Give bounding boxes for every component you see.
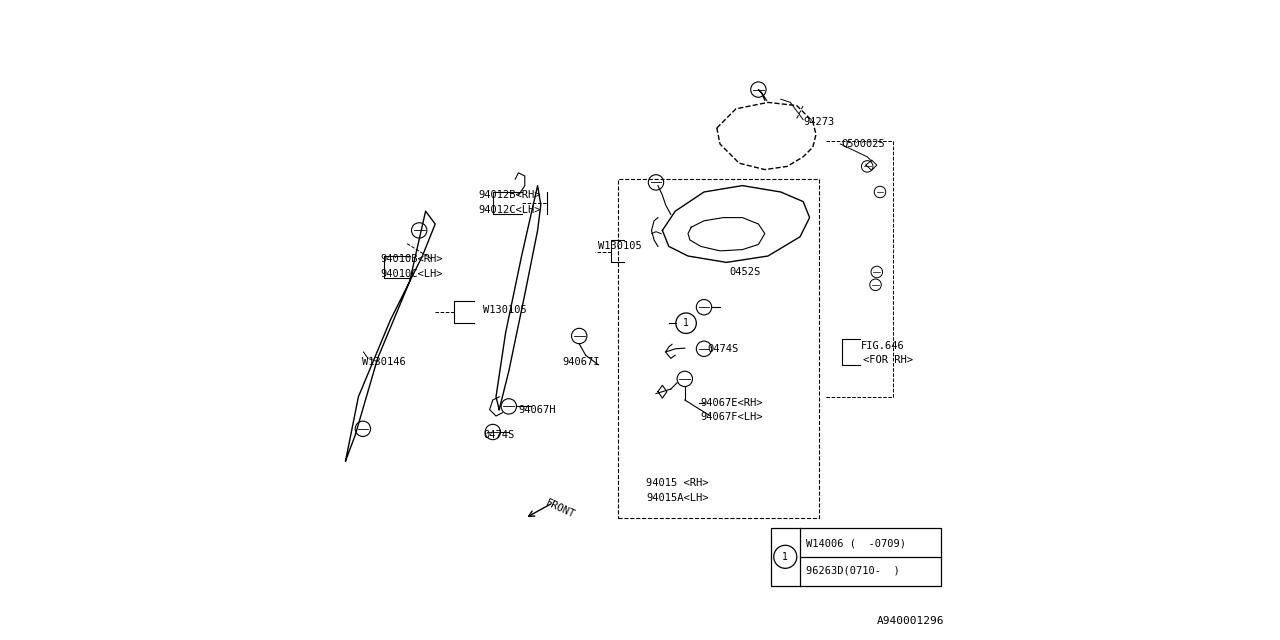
- Text: W130105: W130105: [484, 305, 527, 316]
- Text: FIG.646: FIG.646: [860, 340, 905, 351]
- Text: W130105: W130105: [599, 241, 643, 252]
- Text: W14006 (  -0709): W14006 ( -0709): [806, 538, 906, 548]
- Text: Q500025: Q500025: [842, 139, 886, 149]
- Bar: [771, 528, 941, 586]
- Text: 94067I: 94067I: [562, 356, 599, 367]
- Text: 94010C<LH>: 94010C<LH>: [381, 269, 443, 279]
- Text: 94010B<RH>: 94010B<RH>: [381, 254, 443, 264]
- Text: A940001296: A940001296: [877, 616, 945, 626]
- Text: 94273: 94273: [804, 116, 835, 127]
- Text: 0474S: 0474S: [484, 430, 515, 440]
- Text: 94067F<LH>: 94067F<LH>: [701, 412, 763, 422]
- Text: FRONT: FRONT: [544, 498, 576, 520]
- Text: 94012C<LH>: 94012C<LH>: [479, 205, 541, 215]
- Text: 94067E<RH>: 94067E<RH>: [701, 398, 763, 408]
- Text: 0474S: 0474S: [708, 344, 739, 354]
- Text: W130146: W130146: [362, 356, 406, 367]
- Text: <FOR RH>: <FOR RH>: [863, 355, 913, 365]
- Text: 94067H: 94067H: [518, 404, 556, 415]
- Text: 1: 1: [684, 318, 689, 328]
- Text: 0452S: 0452S: [730, 267, 760, 277]
- Text: 94012B<RH>: 94012B<RH>: [479, 190, 541, 200]
- Text: 94015 <RH>: 94015 <RH>: [646, 478, 709, 488]
- Text: 96263D(0710-  ): 96263D(0710- ): [806, 565, 900, 575]
- Text: 1: 1: [782, 552, 788, 562]
- Text: 94015A<LH>: 94015A<LH>: [646, 493, 709, 503]
